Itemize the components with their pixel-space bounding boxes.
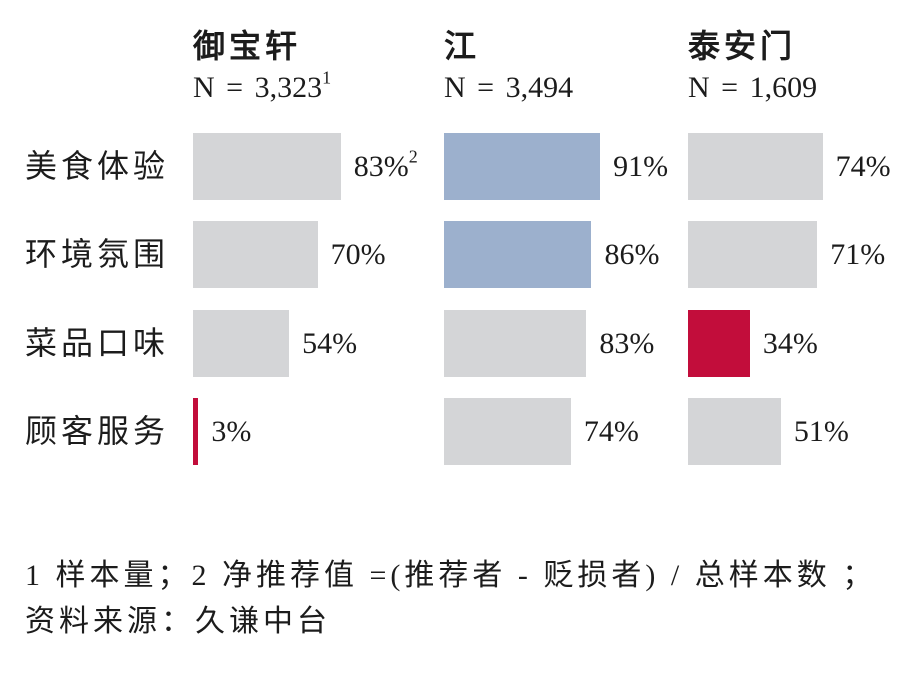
value-label-1-4: 3% <box>211 398 251 465</box>
sample-size-text: N = 3,494 <box>444 71 574 104</box>
sample-size-2: N = 3,494 <box>444 68 573 108</box>
bar-3-4 <box>688 398 781 465</box>
value-text: 83% <box>353 150 409 183</box>
footnote-marker: 1 <box>322 67 332 88</box>
value-text: 74% <box>583 415 639 448</box>
bar-2-2 <box>444 221 592 288</box>
value-text: 71% <box>830 238 886 271</box>
row-label-2: 环境氛围 <box>25 236 170 272</box>
value-text: 70% <box>330 238 386 271</box>
footnote-source: 资料来源：久谦中台 <box>25 605 331 638</box>
value-text: 34% <box>762 327 818 360</box>
value-label-2-3: 83% <box>599 310 654 377</box>
value-label-3-3: 34% <box>763 310 818 377</box>
value-text: 54% <box>302 327 358 360</box>
sample-size-text: N = 1,609 <box>688 71 818 104</box>
bar-2-3 <box>444 310 587 377</box>
footnote-marker: 2 <box>408 146 418 167</box>
bar-2-1 <box>444 133 601 200</box>
bar-1-3 <box>193 310 290 377</box>
value-label-3-2: 71% <box>830 221 885 288</box>
bar-3-1 <box>688 133 823 200</box>
value-text: 51% <box>793 415 849 448</box>
sample-size-text: N = 3,323 <box>193 71 323 104</box>
row-label-4: 顾客服务 <box>25 413 170 449</box>
row-label-3: 菜品口味 <box>25 325 170 361</box>
restaurant-name-1: 御宝轩 <box>193 28 302 64</box>
value-text: 91% <box>613 150 669 183</box>
bar-1-2 <box>193 221 318 288</box>
bar-2-4 <box>444 398 571 465</box>
footnote-definitions: 1 样本量；2 净推荐值 =(推荐者 - 贬损者) / 总样本数 ； <box>25 559 877 592</box>
row-label-1: 美食体验 <box>25 148 170 184</box>
value-text: 74% <box>835 150 891 183</box>
value-label-3-4: 51% <box>794 398 849 465</box>
value-text: 3% <box>211 415 252 448</box>
sample-size-1: N = 3,3231 <box>193 68 331 108</box>
value-label-1-3: 54% <box>302 310 357 377</box>
value-label-1-1: 83%2 <box>354 133 418 200</box>
value-label-2-4: 74% <box>584 398 639 465</box>
sample-size-3: N = 1,609 <box>688 68 817 108</box>
bar-1-1 <box>193 133 341 200</box>
value-label-3-1: 74% <box>836 133 891 200</box>
restaurant-name-3: 泰安门 <box>688 28 797 64</box>
value-label-1-2: 70% <box>331 221 386 288</box>
restaurant-name-2: 江 <box>444 28 481 64</box>
value-text: 86% <box>604 238 660 271</box>
value-label-2-1: 91% <box>613 133 668 200</box>
bar-3-2 <box>688 221 818 288</box>
bar-1-4 <box>193 398 199 465</box>
value-text: 83% <box>599 327 655 360</box>
value-label-2-2: 86% <box>604 221 659 288</box>
bar-3-3 <box>688 310 750 377</box>
footnotes: 1 样本量；2 净推荐值 =(推荐者 - 贬损者) / 总样本数 ； 资料来源：… <box>25 553 876 645</box>
